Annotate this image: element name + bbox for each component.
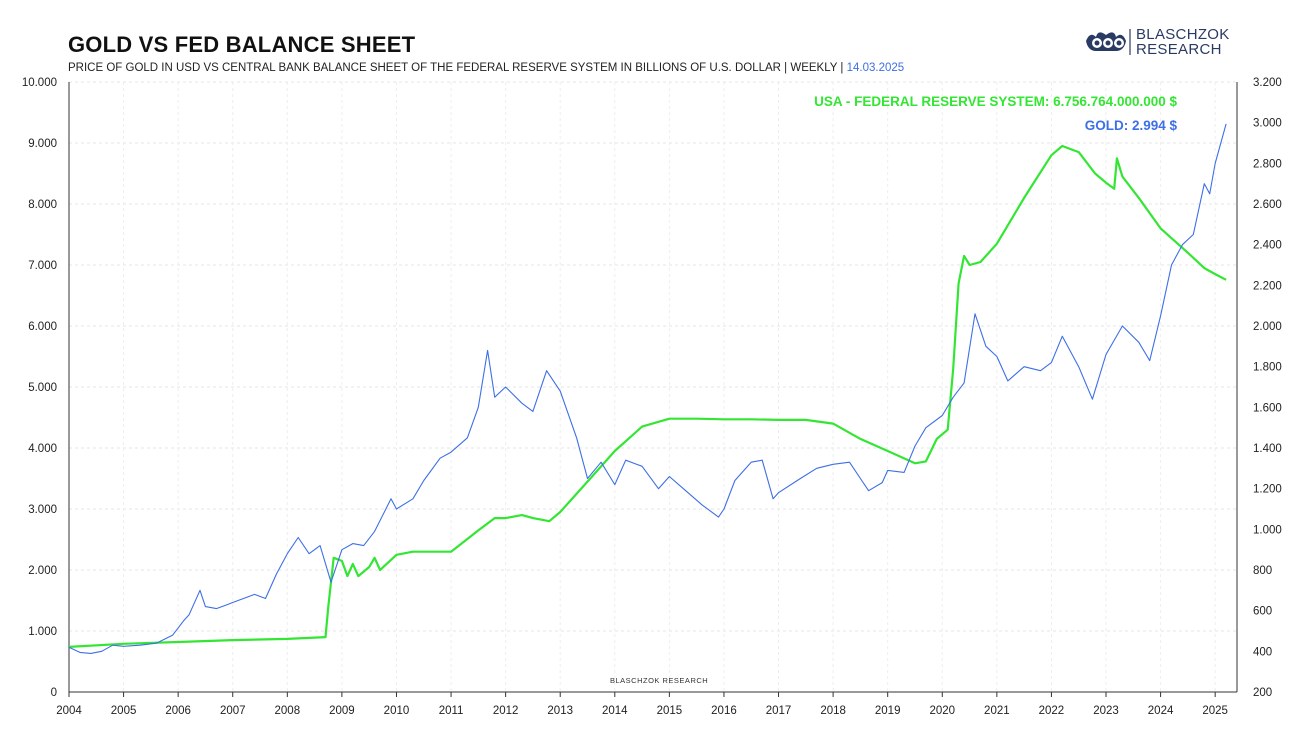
x-axis-tick-label: 2009 xyxy=(329,705,355,717)
x-axis-tick-label: 2023 xyxy=(1093,705,1119,717)
right-axis-tick-label: 600 xyxy=(1253,606,1272,618)
x-axis-tick-label: 2016 xyxy=(711,705,737,717)
logo-text: BLASCHZOK RESEARCH xyxy=(1136,27,1230,57)
x-axis-tick-label: 2017 xyxy=(766,705,792,717)
left-axis-tick-label: 10.000 xyxy=(22,77,57,89)
gridlines xyxy=(69,81,1237,692)
brand-logo: BLASCHZOK RESEARCH xyxy=(1084,27,1244,61)
x-axis-tick-label: 2011 xyxy=(439,705,464,717)
fed-balance-line xyxy=(68,144,1227,648)
left-axis-tick-label: 9.000 xyxy=(28,138,57,150)
right-axis-tick-label: 1.400 xyxy=(1253,443,1282,455)
chart-title: GOLD VS FED BALANCE SHEET xyxy=(68,32,416,57)
right-axis-tick-label: 2.600 xyxy=(1253,199,1282,211)
x-axis-tick-label: 2012 xyxy=(493,705,519,717)
x-axis-tick-label: 2007 xyxy=(220,705,246,717)
x-axis-tick-label: 2006 xyxy=(165,705,191,717)
left-axis-tick-label: 8.000 xyxy=(28,199,57,211)
left-axis-tick-label: 4.000 xyxy=(28,443,57,455)
right-axis-tick-label: 2.000 xyxy=(1253,321,1282,333)
x-axis-tick-label: 2004 xyxy=(56,705,82,717)
x-axis-tick-label: 2008 xyxy=(275,705,301,717)
x-axis-tick-label: 2010 xyxy=(384,705,410,717)
left-axis-tick-label: 5.000 xyxy=(28,382,57,394)
x-axis-tick-label: 2024 xyxy=(1148,705,1174,717)
right-axis-tick-label: 3.200 xyxy=(1253,77,1282,89)
subtitle-text: PRICE OF GOLD IN USD VS CENTRAL BANK BAL… xyxy=(68,62,844,74)
right-axis-tick-label: 1.000 xyxy=(1253,524,1282,536)
left-axis-tick-label: 2.000 xyxy=(28,565,57,577)
x-axis-tick-label: 2015 xyxy=(657,705,683,717)
chart-subtitle: PRICE OF GOLD IN USD VS CENTRAL BANK BAL… xyxy=(68,62,904,74)
right-axis-tick-label: 2.800 xyxy=(1253,158,1282,170)
logo-line1: BLASCHZOK xyxy=(1136,26,1230,43)
x-axis-tick-label: 2025 xyxy=(1202,705,1228,717)
watermark: BLASCHZOK RESEARCH xyxy=(610,676,708,685)
x-axis-tick-label: 2019 xyxy=(875,705,901,717)
gold-price-line xyxy=(68,123,1227,654)
right-axis-tick-label: 200 xyxy=(1253,687,1272,699)
x-axis-tick-label: 2005 xyxy=(111,705,137,717)
series-layer xyxy=(68,123,1227,654)
right-axis-tick-label: 1.800 xyxy=(1253,362,1282,374)
left-axis-tick-label: 7.000 xyxy=(28,260,57,272)
right-axis-tick-label: 1.600 xyxy=(1253,402,1282,414)
left-axis-tick-label: 1.000 xyxy=(28,626,57,638)
right-axis-tick-label: 2.400 xyxy=(1253,240,1282,252)
x-axis-tick-label: 2022 xyxy=(1039,705,1065,717)
right-axis-tick-label: 3.000 xyxy=(1253,118,1282,130)
left-axis-tick-label: 0 xyxy=(51,687,57,699)
x-axis-tick-label: 2021 xyxy=(984,705,1010,717)
legend-fed-label: USA - FEDERAL RESERVE SYSTEM: 6.756.764.… xyxy=(814,94,1177,109)
logo-line2: RESEARCH xyxy=(1136,41,1222,58)
x-axis-tick-label: 2018 xyxy=(820,705,846,717)
left-axis-tick-label: 3.000 xyxy=(28,504,57,516)
subtitle-date: 14.03.2025 xyxy=(846,62,905,74)
logo-icon xyxy=(1086,29,1131,55)
right-axis-tick-label: 1.200 xyxy=(1253,484,1282,496)
left-axis-tick-label: 6.000 xyxy=(28,321,57,333)
right-axis-tick-label: 400 xyxy=(1253,646,1272,658)
x-axis-tick-label: 2013 xyxy=(547,705,573,717)
x-axis-tick-label: 2014 xyxy=(602,705,628,717)
axes: 0 1.000 2.000 3.000 4.000 5.000 6.000 7.000 8.00… xyxy=(22,77,1282,717)
right-axis-tick-label: 800 xyxy=(1253,565,1272,577)
legend-gold-label: GOLD: 2.994 $ xyxy=(1085,118,1178,133)
x-axis-tick-label: 2020 xyxy=(929,705,955,717)
right-axis-tick-label: 2.200 xyxy=(1253,280,1282,292)
